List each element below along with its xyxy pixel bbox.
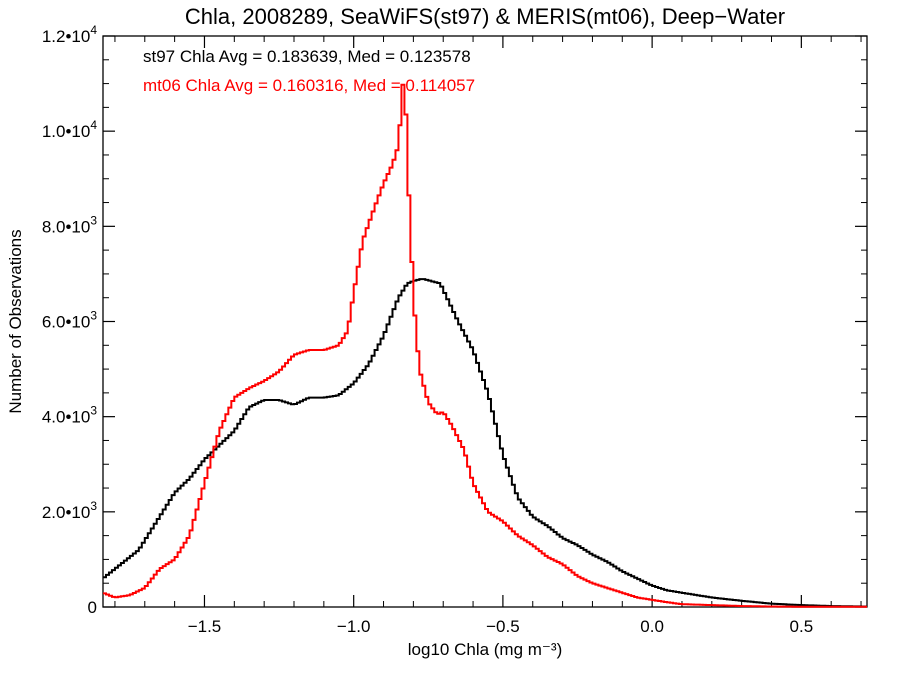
x-tick-label: −1.5 — [188, 617, 222, 636]
annotation-mt06-stats: mt06 Chla Avg = 0.160316, Med = 0.114057 — [143, 76, 475, 95]
annotation-st97-stats: st97 Chla Avg = 0.183639, Med = 0.123578 — [143, 47, 471, 66]
x-tick-label: −0.5 — [486, 617, 520, 636]
y-tick-label: 4.0•103 — [42, 404, 98, 427]
x-tick-label: 0.0 — [640, 617, 664, 636]
x-axis-label: log10 Chla (mg m⁻³) — [408, 640, 562, 659]
axis-ticks — [103, 35, 867, 608]
y-tick-label: 1.2•104 — [42, 23, 98, 46]
x-tick-label: 0.5 — [790, 617, 814, 636]
y-tick-label: 0 — [88, 598, 97, 617]
x-tick-label: −1.0 — [337, 617, 371, 636]
y-tick-label: 2.0•103 — [42, 499, 98, 522]
y-axis-label: Number of Observations — [6, 229, 25, 413]
series-group — [103, 83, 867, 608]
y-tick-label: 1.0•104 — [42, 118, 98, 141]
chart-title: Chla, 2008289, SeaWiFS(st97) & MERIS(mt0… — [185, 4, 785, 29]
plot-frame — [102, 35, 868, 608]
series-line-mt06 — [103, 83, 867, 608]
series-line-st97 — [103, 278, 867, 608]
y-tick-label: 6.0•103 — [42, 309, 98, 332]
x-tick-labels: −1.5 −1.0 −0.5 0.0 0.5 — [188, 617, 813, 636]
y-tick-labels: 0 2.0•103 4.0•103 6.0•103 8.0•103 1.0•104 1.2•… — [42, 23, 98, 617]
y-tick-label: 8.0•103 — [42, 213, 98, 236]
